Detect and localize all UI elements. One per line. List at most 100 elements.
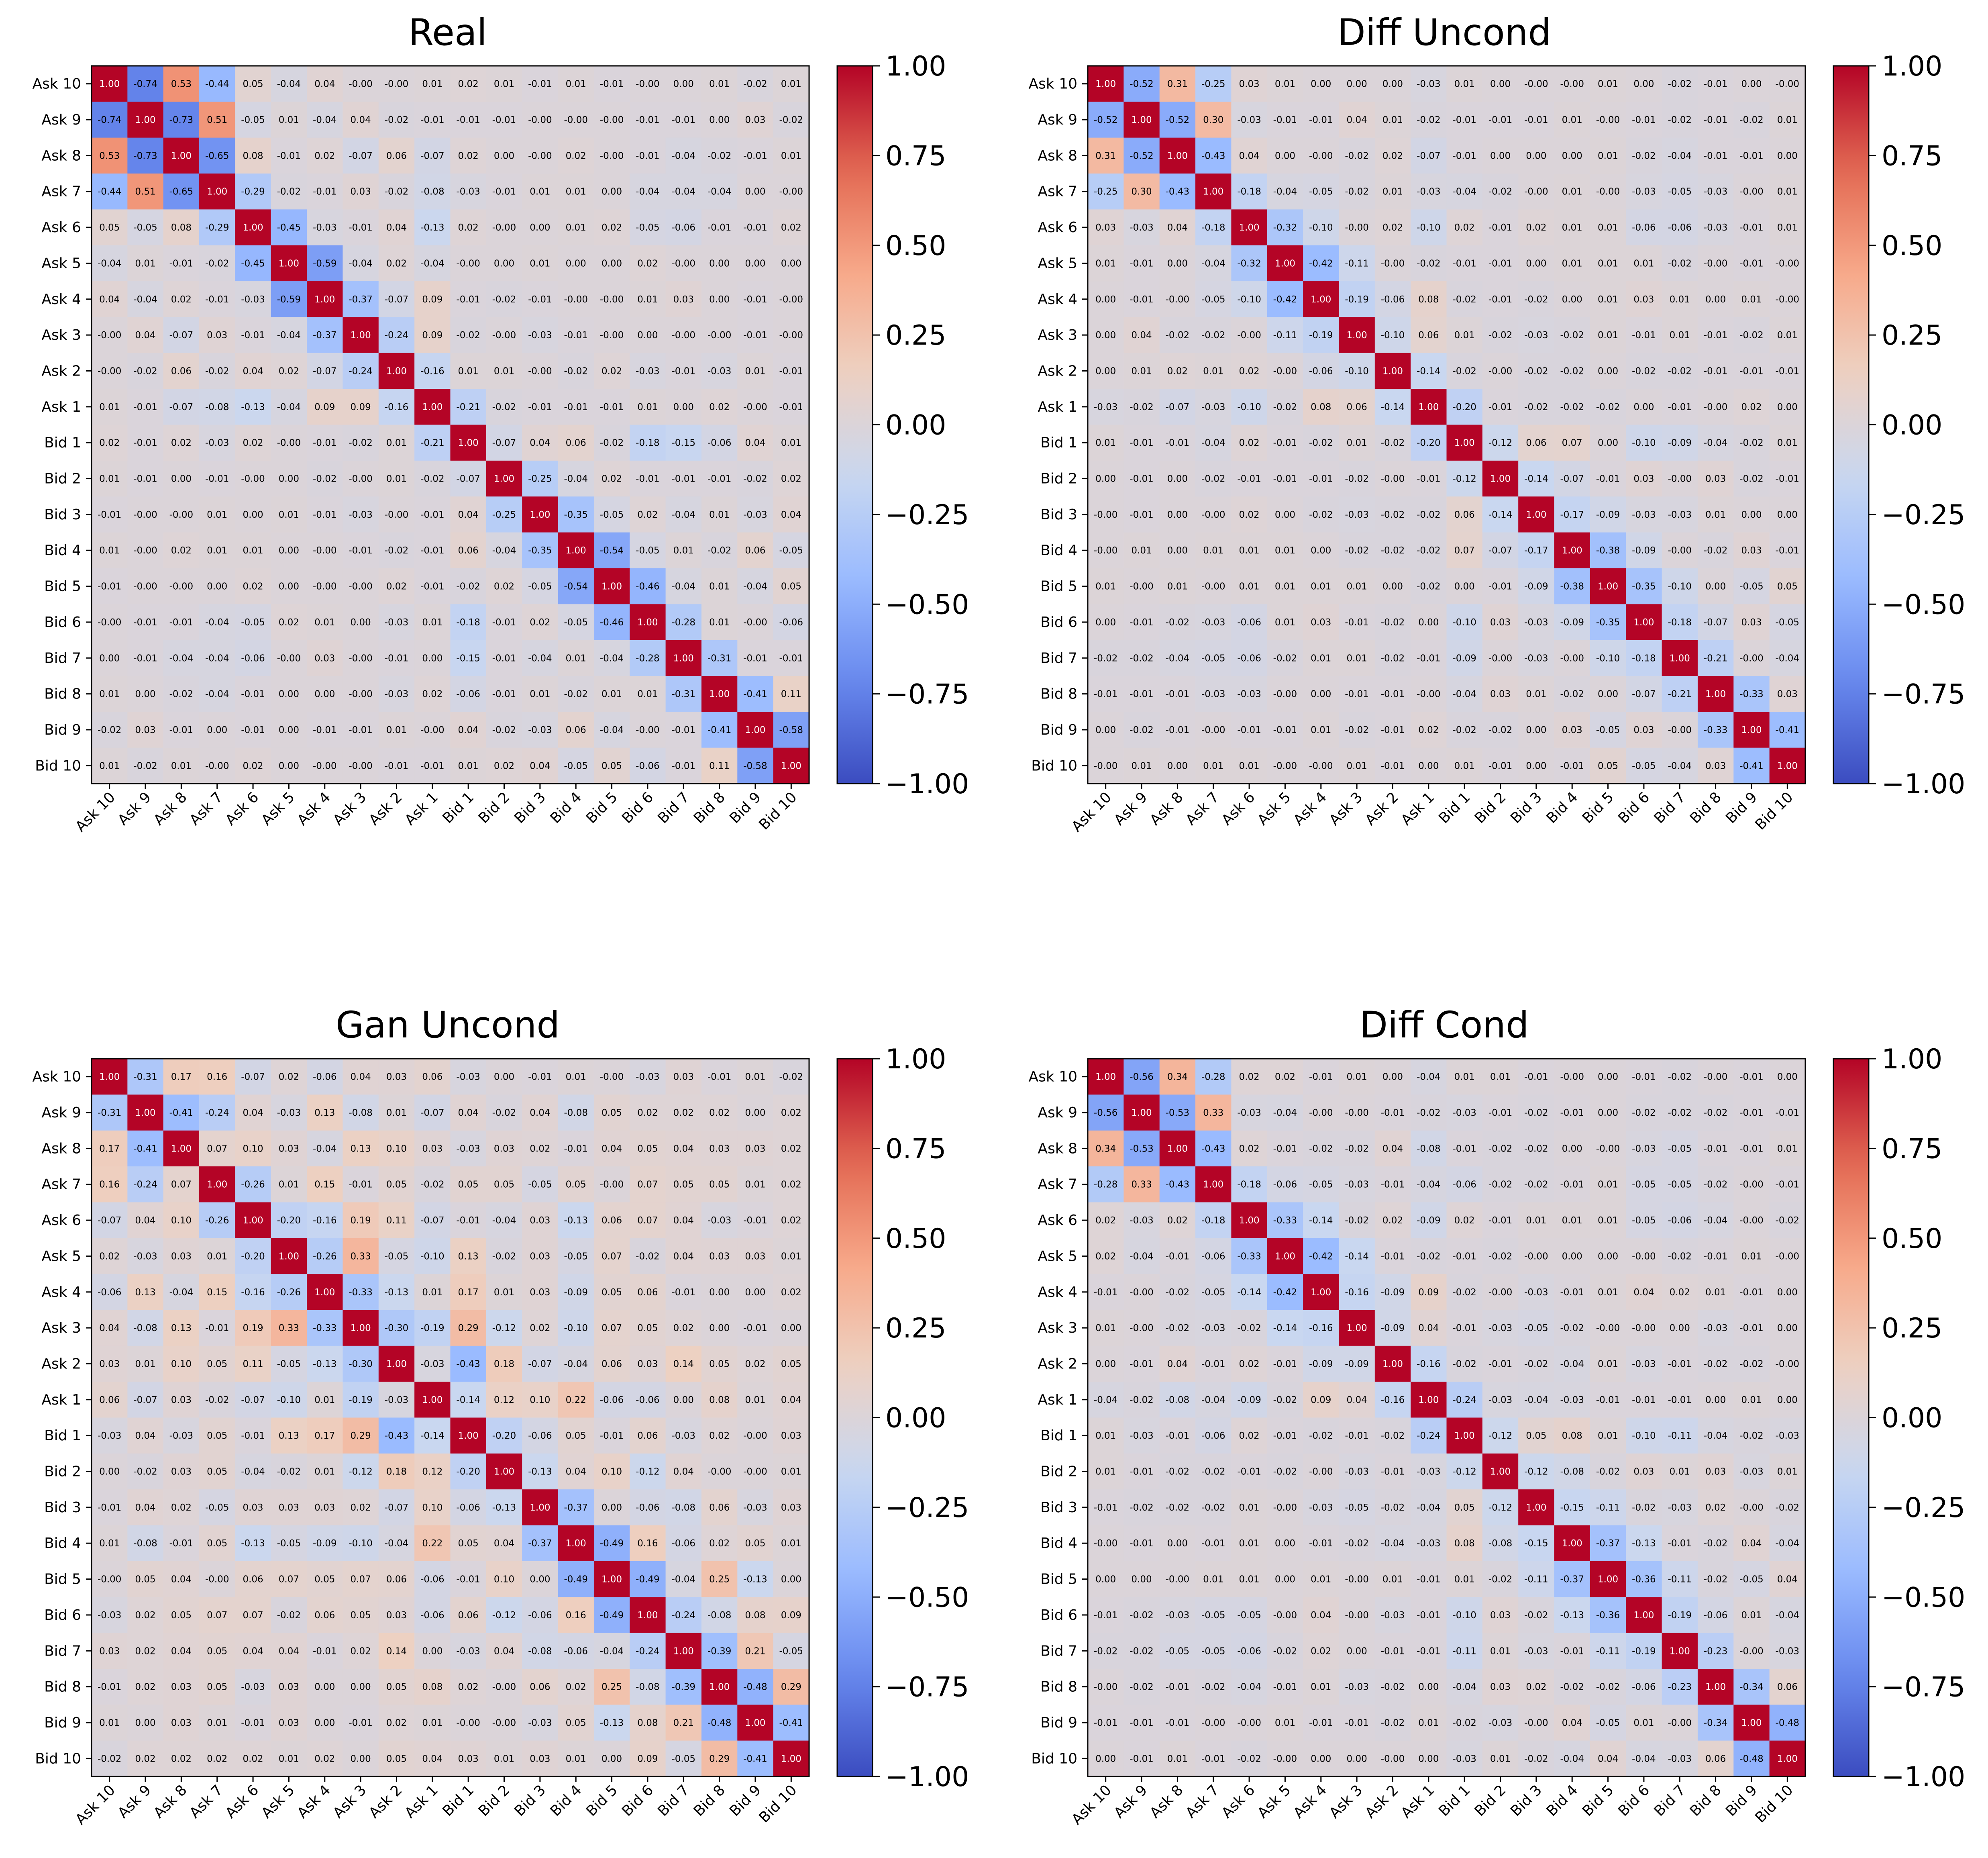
heatmap-cell [127, 1668, 164, 1705]
heatmap-cell [665, 1561, 702, 1597]
heatmap-cell [522, 1310, 559, 1346]
cell-value-label: -0.01 [1166, 1718, 1190, 1728]
cell-value-label: 0.03 [279, 1503, 299, 1513]
cell-value-label: 0.03 [458, 1754, 479, 1764]
y-tick-label: Ask 4 [41, 291, 81, 308]
cell-value-label: -0.03 [1237, 689, 1261, 700]
heatmap-cell [92, 1740, 128, 1777]
cell-value-label: -0.01 [1776, 366, 1800, 376]
cell-value-label: 0.01 [494, 1754, 514, 1764]
cell-value-label: -0.43 [385, 1431, 409, 1441]
heatmap-cell [450, 1668, 487, 1705]
heatmap-cell [414, 640, 451, 676]
cell-value-label: -0.01 [1094, 689, 1118, 700]
heatmap-cell [450, 102, 487, 138]
heatmap-cell [343, 1238, 379, 1274]
cell-value-label: 0.02 [314, 1754, 335, 1764]
cell-value-label: -0.46 [636, 582, 660, 592]
heatmap-cell [1662, 604, 1698, 641]
cell-value-label: 1.00 [1382, 1359, 1403, 1369]
heatmap-cell [378, 1274, 415, 1311]
cell-value-label: 0.04 [1418, 1323, 1439, 1333]
cell-value-label: 0.02 [781, 1108, 801, 1118]
cell-value-label: -0.02 [600, 438, 624, 448]
heatmap-cell [343, 1059, 379, 1095]
cell-value-label: -0.14 [1273, 1323, 1297, 1333]
cell-value-label: 0.00 [1562, 1143, 1582, 1154]
cell-value-label: -0.00 [1166, 1574, 1190, 1585]
heatmap-cell [593, 532, 630, 569]
heatmap-cell [1267, 1059, 1303, 1095]
heatmap-cell [1159, 1166, 1196, 1203]
cell-value-label: -0.01 [420, 582, 444, 592]
cell-value-label: 1.00 [1598, 1574, 1618, 1585]
heatmap-cell [737, 1059, 774, 1095]
heatmap-cell [414, 568, 451, 604]
y-tick-label: Ask 7 [41, 184, 81, 200]
cell-value-label: 0.00 [1777, 1395, 1798, 1405]
cell-value-label: 1.00 [314, 294, 335, 305]
cell-value-label: -0.48 [708, 1718, 732, 1728]
cell-value-label: -0.05 [1201, 1287, 1225, 1298]
heatmap-cell [378, 1705, 415, 1741]
cell-value-label: 0.08 [171, 223, 192, 233]
heatmap-cell [486, 1130, 522, 1167]
cell-value-label: 0.02 [673, 1108, 694, 1118]
heatmap-cell [1303, 1238, 1340, 1274]
cell-value-label: -0.01 [1094, 1718, 1118, 1728]
cell-value-label: 1.00 [1167, 151, 1188, 161]
heatmap-cell [1411, 640, 1447, 676]
cell-value-label: -0.07 [492, 438, 516, 448]
heatmap-cell [1626, 676, 1662, 712]
cell-value-label: -0.02 [420, 1180, 444, 1190]
cell-value-label: -0.37 [349, 294, 373, 305]
heatmap-cell [1733, 496, 1770, 533]
cell-value-label: 0.19 [351, 1215, 371, 1226]
cell-value-label: -0.03 [1632, 1143, 1656, 1154]
heatmap-cell [773, 460, 809, 497]
heatmap-cell [737, 1668, 774, 1705]
heatmap-cell [1088, 66, 1124, 102]
heatmap-cell [450, 1310, 487, 1346]
cell-value-label: 0.00 [279, 761, 299, 771]
heatmap-cell [1662, 1166, 1698, 1203]
cell-value-label: -0.33 [1704, 725, 1728, 735]
y-tick-label: Bid 4 [1040, 1535, 1077, 1552]
heatmap-cell [558, 174, 594, 210]
cell-value-label: 0.01 [99, 1718, 120, 1728]
cell-value-label: 0.01 [1598, 294, 1618, 305]
heatmap-cell [1446, 137, 1483, 174]
cell-value-label: 1.00 [1562, 1538, 1582, 1549]
cell-value-label: 0.01 [1311, 1574, 1331, 1585]
heatmap-cell [1590, 1166, 1626, 1203]
heatmap-cell [92, 1705, 128, 1741]
heatmap-cell [450, 1489, 487, 1526]
cell-value-label: -0.04 [1237, 1682, 1261, 1693]
cell-value-label: -0.02 [636, 1251, 660, 1262]
heatmap-cell [1159, 712, 1196, 748]
heatmap-cell [127, 1705, 164, 1741]
heatmap-cell [271, 1525, 307, 1562]
heatmap-cell [450, 1417, 487, 1454]
cell-value-label: -0.74 [133, 79, 157, 90]
cell-value-label: -0.04 [241, 1467, 265, 1477]
heatmap-cell [163, 209, 200, 246]
heatmap-cell [665, 281, 702, 318]
colorbar-tick-label: 1.00 [1882, 1043, 1942, 1075]
cell-value-label: 0.12 [494, 1395, 514, 1405]
heatmap-cell [737, 1417, 774, 1454]
cell-value-label: 0.02 [1670, 1287, 1690, 1298]
cell-value-label: -0.01 [600, 402, 624, 412]
heatmap-cell [1697, 317, 1734, 353]
cell-value-label: -0.23 [1668, 1682, 1692, 1693]
cell-value-label: 0.01 [1095, 1467, 1116, 1477]
cell-value-label: -0.02 [1452, 725, 1476, 735]
cell-value-label: -0.04 [1560, 1359, 1584, 1369]
cell-value-label: -0.00 [1094, 1538, 1118, 1549]
cell-value-label: -0.03 [1201, 689, 1225, 700]
cell-value-label: 1.00 [171, 1143, 192, 1154]
heatmap-cell [1482, 640, 1519, 676]
y-tick-label: Ask 6 [1038, 219, 1077, 236]
cell-value-label: -0.49 [600, 1610, 624, 1621]
cell-value-label: 0.00 [1598, 1251, 1618, 1262]
